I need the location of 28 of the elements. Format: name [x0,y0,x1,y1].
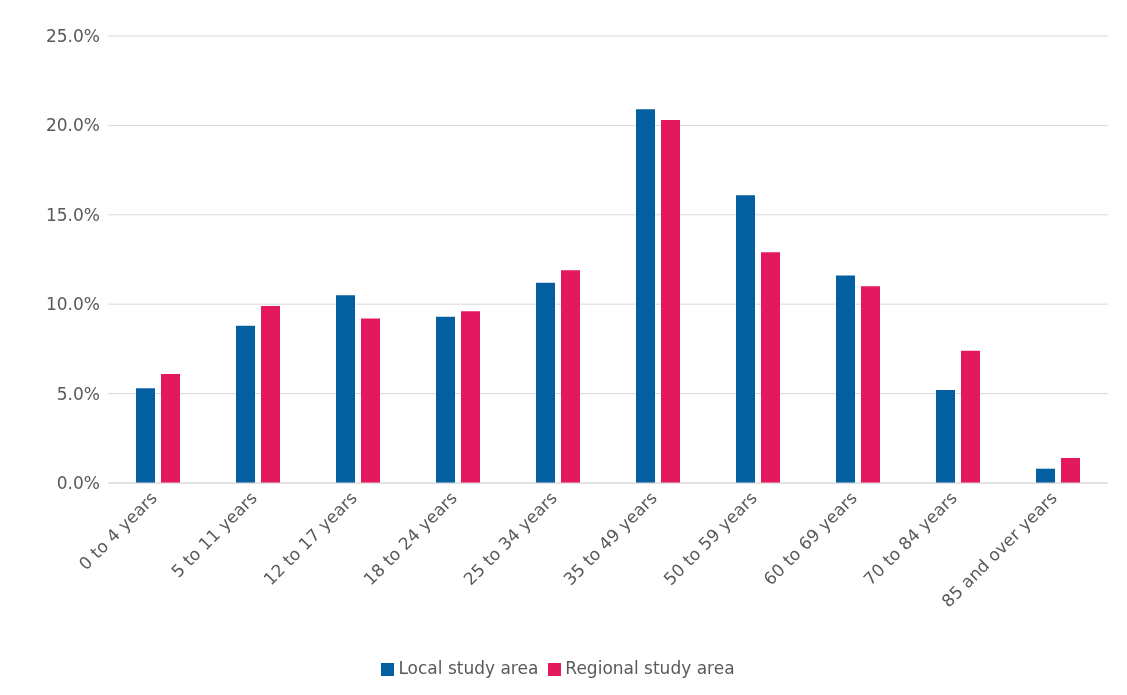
legend-label: Local study area [398,658,539,678]
bar [561,270,580,483]
y-tick-label: 20.0% [45,115,100,136]
y-tick-label: 15.0% [45,204,100,225]
bar [861,286,880,483]
bar [961,350,980,483]
bar [436,316,455,483]
bar [836,275,855,483]
y-tick-label: 25.0% [45,26,100,47]
y-tick-label: 10.0% [45,294,100,315]
legend-label: Regional study area [565,658,735,678]
y-tick-label: 5.0% [56,383,100,404]
bar [761,252,780,483]
y-tick-label: 0.0% [56,473,100,494]
bar [136,388,155,483]
bar [236,325,255,483]
bar [461,311,480,483]
bar [1036,468,1055,483]
bar [336,295,355,483]
bar [361,318,380,483]
bar [261,305,280,483]
bar [661,120,680,483]
bar [636,109,655,483]
bar [536,282,555,483]
bar [936,390,955,483]
bar [161,373,180,483]
bar [736,195,755,483]
bar [1061,457,1080,483]
